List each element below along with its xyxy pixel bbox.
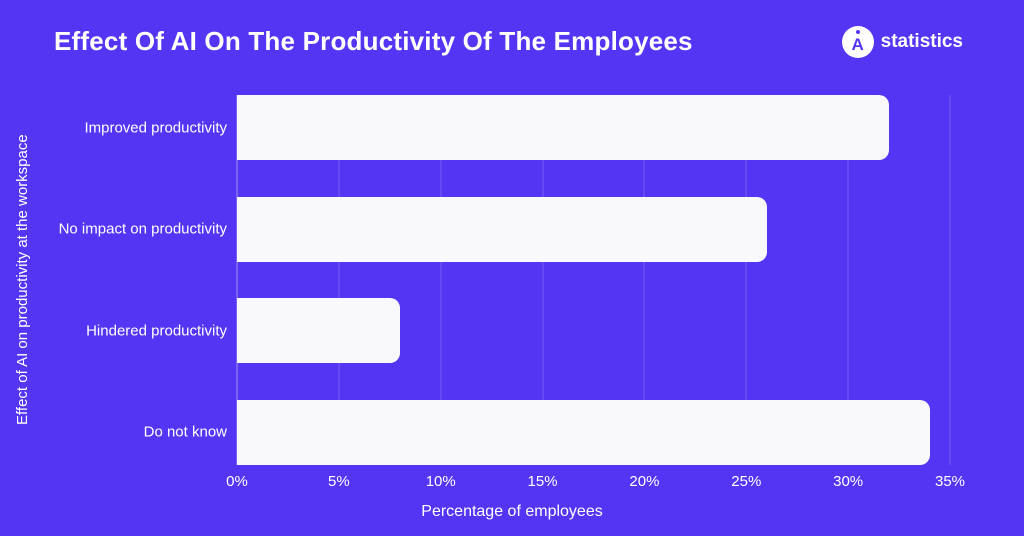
bar (237, 298, 400, 364)
brand-logo: A statistics (841, 26, 963, 58)
bar-rows: Improved productivity No impact on produc… (59, 95, 950, 465)
gridline (745, 95, 747, 465)
plot-area: Improved productivity No impact on produc… (59, 95, 965, 490)
x-tick-label: 20% (629, 473, 660, 490)
brand-name: statistics (880, 31, 963, 52)
category-label: Hindered productivity (86, 322, 227, 340)
bar-row: Hindered productivity (86, 298, 950, 364)
gridline (847, 95, 849, 465)
y-axis-line (236, 95, 238, 465)
x-tick-label: 25% (731, 473, 762, 490)
chart-title: Effect Of AI On The Productivity Of The … (54, 26, 693, 56)
bar (237, 196, 767, 262)
x-tick-label: 0% (226, 473, 248, 490)
x-tick-label: 30% (833, 473, 864, 490)
category-label: Do not know (143, 423, 227, 441)
y-axis-title: Effect of AI on productivity at the work… (14, 134, 31, 426)
x-axis-title: Percentage of employees (421, 503, 603, 520)
bar (237, 399, 930, 465)
gridline (643, 95, 645, 465)
bar-row: Do not know (144, 399, 950, 465)
gridline (338, 95, 340, 465)
category-label: Improved productivity (84, 119, 227, 136)
brand-a-dot-icon (855, 30, 860, 34)
bar-row: Improved productivity (84, 95, 950, 160)
bar-row: No impact on productivity (59, 196, 950, 262)
x-tick-label: 5% (328, 473, 350, 490)
brand-a-letter: A (851, 35, 864, 54)
gridline (542, 95, 544, 465)
gridline (440, 95, 442, 465)
x-tick-label: 10% (425, 473, 456, 490)
x-tick-label: 35% (934, 473, 966, 490)
category-label: No impact on productivity (58, 220, 227, 238)
brand-a-icon: A (841, 26, 874, 58)
gridline (949, 95, 951, 465)
gridlines (236, 95, 951, 465)
x-tick-label: 15% (527, 473, 558, 490)
bar (237, 95, 889, 160)
